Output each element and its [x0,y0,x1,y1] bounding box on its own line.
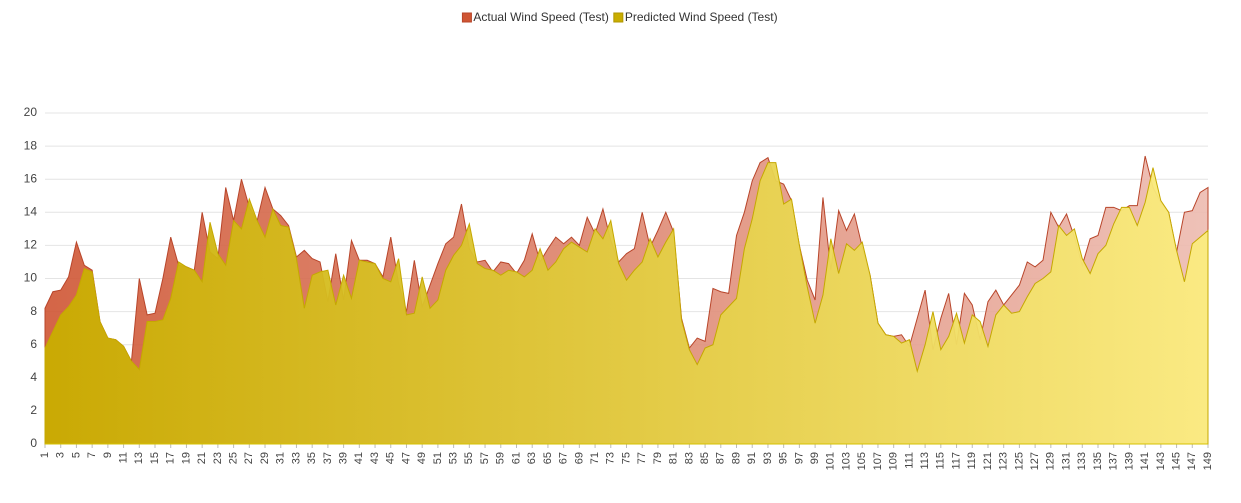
x-tick-label: 149 [1202,452,1214,470]
x-tick-label: 29 [259,452,271,464]
y-tick-label: 14 [24,204,38,218]
x-tick-label: 23 [212,452,224,464]
legend-label: Predicted Wind Speed (Test) [625,10,778,24]
y-tick-label: 20 [24,105,38,119]
x-tick-label: 7 [86,452,98,458]
x-tick-label: 127 [1029,452,1041,470]
x-tick-label: 101 [825,452,837,470]
x-tick-label: 19 [180,452,192,464]
x-tick-label: 57 [479,452,491,464]
legend-swatch [613,12,624,23]
x-tick-label: 65 [542,452,554,464]
x-tick-label: 75 [620,452,632,464]
x-tick-label: 109 [888,452,900,470]
y-tick-label: 4 [30,370,37,384]
x-tick-label: 139 [1123,452,1135,470]
x-tick-label: 125 [1013,452,1025,470]
x-tick-label: 67 [558,452,570,464]
x-tick-label: 115 [935,452,947,470]
x-tick-label: 131 [1060,452,1072,470]
x-tick-label: 103 [840,452,852,470]
area [44,162,1209,445]
x-tick-label: 49 [416,452,428,464]
x-tick-label: 129 [1045,452,1057,470]
y-tick-label: 12 [24,238,38,252]
x-tick-label: 87 [715,452,727,464]
x-tick-label: 145 [1170,452,1182,470]
x-tick-label: 53 [448,452,460,464]
x-tick-label: 143 [1155,452,1167,470]
x-tick-label: 141 [1139,452,1151,470]
y-tick-label: 8 [30,304,37,318]
x-tick-label: 93 [762,452,774,464]
x-tick-label: 11 [117,452,129,463]
x-tick-label: 39 [338,452,350,464]
x-tick-label: 21 [196,452,208,464]
x-tick-label: 81 [668,452,680,464]
x-tick-label: 61 [510,452,522,464]
x-tick-label: 89 [730,452,742,464]
x-tick-label: 55 [463,452,475,464]
x-tick-label: 83 [683,452,695,464]
x-tick-label: 47 [400,452,412,464]
x-tick-label: 71 [589,452,601,464]
y-tick-label: 18 [24,138,38,152]
x-tick-label: 77 [636,452,648,464]
x-tick-label: 63 [526,452,538,464]
x-tick-label: 3 [55,452,67,458]
x-tick-label: 41 [353,452,365,464]
x-tick-label: 147 [1186,452,1198,470]
x-tick-label: 97 [793,452,805,464]
x-tick-label: 73 [605,452,617,464]
x-tick-label: 59 [495,452,507,464]
x-tick-label: 119 [966,452,978,470]
legend: Actual Wind Speed (Test) Predicted Wind S… [461,10,778,24]
x-tick-label: 95 [778,452,790,464]
x-tick-label: 121 [982,452,994,470]
y-tick-label: 6 [30,337,37,351]
x-tick-label: 85 [699,452,711,464]
x-tick-label: 79 [652,452,664,464]
x-tick-label: 45 [385,452,397,464]
x-tick-label: 17 [165,452,177,464]
x-tick-label: 5 [70,452,82,458]
x-tick-label: 137 [1108,452,1120,470]
x-tick-label: 123 [998,452,1010,470]
x-tick-label: 9 [102,452,114,458]
x-tick-label: 51 [432,452,444,464]
x-tick-label: 99 [809,452,821,464]
x-tick-label: 31 [275,452,287,464]
x-tick-label: 13 [133,452,145,464]
x-tick-label: 107 [872,452,884,470]
x-tick-label: 69 [573,452,585,464]
y-tick-label: 2 [30,403,37,417]
x-tick-label: 1 [39,452,51,458]
y-tick-label: 10 [24,271,38,285]
x-tick-label: 27 [243,452,255,464]
x-tick-label: 113 [919,452,931,470]
x-tick-label: 37 [322,452,334,464]
x-tick-label: 33 [290,452,302,464]
y-tick-label: 16 [24,171,38,185]
x-tick-label: 111 [903,452,915,469]
legend-swatch [461,12,472,23]
x-tick-label: 135 [1092,452,1104,470]
x-tick-label: 91 [746,452,758,464]
x-tick-label: 133 [1076,452,1088,470]
x-tick-label: 15 [149,452,161,464]
legend-label: Actual Wind Speed (Test) [473,10,608,24]
x-tick-label: 105 [856,452,868,470]
x-tick-label: 25 [228,452,240,464]
x-tick-label: 117 [950,452,962,470]
x-tick-label: 43 [369,452,381,464]
y-tick-label: 0 [30,436,37,450]
x-tick-label: 35 [306,452,318,464]
